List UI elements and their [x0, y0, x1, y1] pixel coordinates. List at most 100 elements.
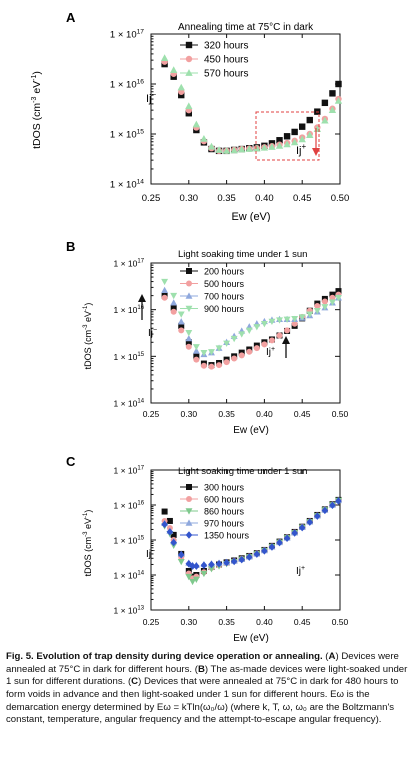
legend-label: 860 hours	[204, 507, 245, 517]
trap-annotation-minus: Ij−	[148, 327, 157, 339]
x-tick-label: 0.25	[143, 409, 160, 419]
legend-marker	[185, 292, 193, 299]
data-point	[275, 141, 284, 149]
data-point	[231, 355, 238, 362]
data-point	[238, 331, 246, 338]
data-point	[329, 501, 336, 510]
data-point	[161, 520, 168, 529]
data-point	[335, 80, 342, 88]
data-point	[166, 528, 174, 536]
data-point	[321, 116, 329, 124]
legend-title: Annealing time at 75°C in dark	[178, 22, 314, 33]
data-point	[230, 146, 238, 154]
x-tick-label: 0.30	[181, 409, 198, 419]
data-point	[283, 316, 291, 323]
data-point	[178, 327, 185, 334]
data-point	[238, 555, 246, 564]
legend-title: Light soaking time under 1 sun	[178, 249, 307, 260]
data-point	[193, 562, 200, 570]
data-point	[306, 116, 313, 124]
x-axis-label: Ew (eV)	[233, 633, 269, 644]
x-tick-label: 0.25	[143, 617, 160, 627]
x-tick-label: 0.40	[255, 193, 274, 204]
data-point	[321, 304, 329, 311]
data-point	[177, 311, 185, 318]
data-point	[276, 538, 283, 547]
data-point	[170, 66, 178, 73]
caption-fig: Fig. 5.	[6, 651, 34, 662]
y-tick-label: 1 × 1013	[114, 606, 145, 616]
data-point	[161, 294, 168, 301]
data-point	[306, 311, 314, 318]
legend-label: 600 hours	[204, 495, 245, 505]
data-point	[216, 362, 223, 369]
data-point	[321, 506, 329, 515]
data-point	[313, 308, 321, 315]
x-tick-label: 0.50	[332, 409, 349, 419]
data-point	[253, 345, 260, 352]
caption-title: Evolution of trap density during device …	[33, 651, 323, 662]
series-900-hours	[161, 278, 342, 357]
y-tick-label: 1 × 1014	[114, 571, 145, 581]
data-point	[215, 345, 223, 352]
y-axis-label: tDOS (cm-3 eV-1)	[83, 510, 93, 577]
data-point	[291, 128, 298, 136]
data-point	[276, 137, 283, 144]
legend-marker	[186, 280, 192, 287]
data-point	[276, 317, 283, 324]
data-point	[253, 324, 261, 331]
x-tick-label: 0.30	[180, 193, 199, 204]
legend-marker	[185, 305, 193, 313]
x-tick-label: 0.40	[256, 409, 273, 419]
x-tick-label: 0.35	[218, 409, 235, 419]
data-point	[170, 538, 177, 547]
x-tick-label: 0.30	[181, 617, 198, 627]
data-point	[314, 302, 321, 309]
data-point	[207, 142, 216, 150]
y-tick-label: 1 × 1017	[114, 259, 144, 269]
data-point	[290, 138, 299, 146]
zoom-box	[255, 111, 320, 161]
trap-annotation-plus: Ij+	[266, 346, 275, 358]
legend-label: 300 hours	[204, 483, 245, 493]
y-tick-label: 1 × 1017	[114, 466, 144, 476]
data-point	[291, 320, 298, 327]
data-point	[261, 341, 268, 348]
arrow-head-right	[282, 336, 290, 344]
chart-panel-c: C tDOS (cm-3 eV-1) Ew (eV) 0.25 0.30 0.35 0…	[66, 454, 349, 644]
legend-label: 970 hours	[204, 519, 245, 529]
plot-frame	[150, 262, 341, 404]
data-point	[215, 146, 223, 153]
data-point	[246, 348, 253, 355]
data-point	[306, 131, 314, 138]
y-tick-label: 1 × 1015	[114, 536, 145, 546]
data-point	[208, 349, 215, 356]
data-point	[177, 550, 185, 559]
data-point	[193, 356, 200, 363]
data-point	[192, 347, 200, 354]
data-point	[298, 523, 306, 532]
panel-letter: B	[66, 239, 75, 254]
x-tick-label: 0.45	[294, 409, 311, 419]
data-point	[230, 335, 238, 343]
data-point	[215, 559, 223, 568]
data-point	[223, 359, 230, 366]
data-point	[260, 321, 268, 328]
y-tick-label: 1 × 1016	[114, 501, 145, 511]
legend-label: 700 hours	[204, 292, 245, 302]
legend-label: 500 hours	[204, 279, 245, 289]
data-point	[223, 558, 230, 567]
data-point	[185, 559, 193, 568]
data-point	[178, 322, 185, 329]
y-tick-label: 1 × 1014	[110, 179, 144, 191]
data-point	[161, 508, 168, 515]
data-point	[260, 143, 269, 151]
y-tick-label: 1 × 1016	[114, 305, 145, 315]
data-point	[283, 534, 291, 543]
y-axis-label: tDOS (cm-3 eV-1)	[31, 71, 43, 149]
data-point	[245, 553, 253, 561]
data-point	[170, 304, 177, 311]
data-point	[335, 288, 342, 295]
data-point	[291, 529, 298, 537]
legend: 200 hours 500 hours 700 hours 900 hours	[180, 267, 245, 314]
